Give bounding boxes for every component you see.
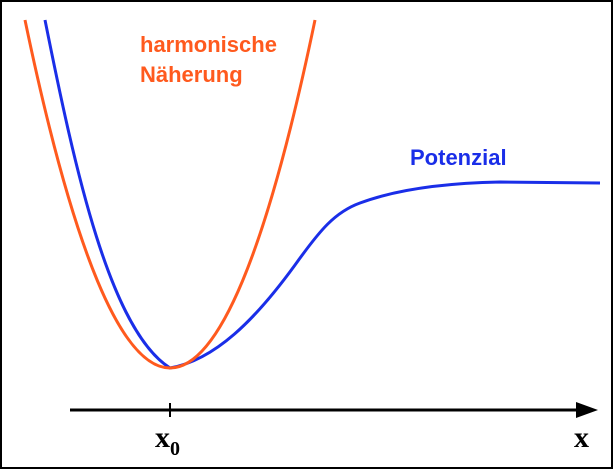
origin-label-sub: 0: [170, 438, 180, 460]
axis-label: x: [574, 421, 589, 454]
harmonic-label: harmonische: [140, 32, 277, 57]
origin-label: x0: [155, 421, 180, 460]
potential-curve: [43, 19, 601, 370]
potential-label: Potenzial: [410, 145, 507, 170]
axis-arrow: [576, 402, 598, 418]
origin-label-main: x: [155, 421, 170, 454]
harmonic-label: Näherung: [140, 62, 243, 87]
harmonic-curve: [23, 19, 317, 370]
